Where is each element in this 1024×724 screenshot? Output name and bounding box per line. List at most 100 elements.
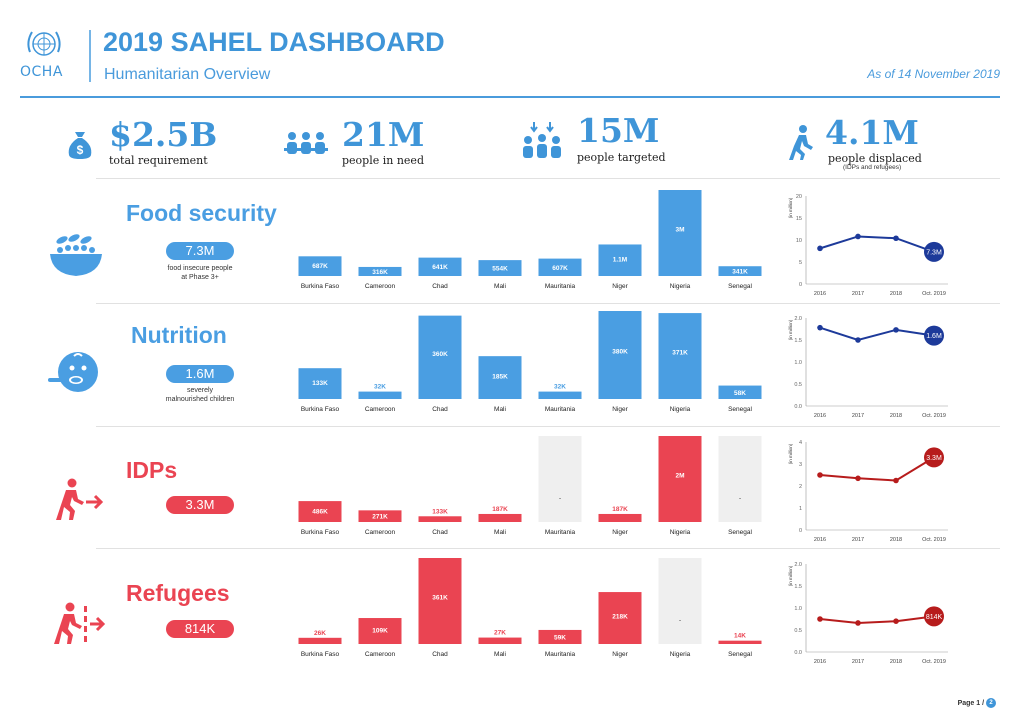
bar-burkina-faso — [298, 637, 342, 644]
displaced-person-icon — [789, 125, 813, 160]
category-label: Senegal — [728, 529, 752, 536]
nutrition-desc-line2: malnourished children — [165, 395, 235, 403]
x-tick-label: 2018 — [890, 659, 902, 665]
bar-niger — [598, 311, 642, 399]
bar-value-label: 59K — [554, 634, 566, 641]
kpi-people-displaced-sublabel: (IDPs and refugees) — [843, 164, 902, 171]
bar-value-label: 361K — [432, 595, 448, 602]
nutrition-description: severely malnourished children — [140, 387, 260, 404]
category-label: Senegal — [728, 651, 752, 658]
bar-senegal — [718, 385, 762, 399]
nutrition-trend-chart: 0.0 0.5 1.0 1.5 2.0(in million) 2016 2017 2018 O… — [788, 316, 948, 419]
category-label: Cameroon — [365, 651, 396, 658]
bar-niger — [598, 513, 642, 522]
kpi-people-targeted-value: 15M — [577, 111, 660, 150]
bar-value-label: 133K — [312, 380, 328, 387]
bar-value-label: 133K — [432, 508, 448, 515]
food-security-total-badge: 7.3M — [166, 242, 234, 260]
x-tick-label: 2017 — [852, 413, 864, 419]
child-spoon-icon — [48, 352, 98, 392]
section-divider — [96, 178, 1000, 179]
y-tick-label: 0 — [799, 528, 802, 534]
page-label: Page 1 / — [957, 699, 985, 707]
section-title-refugees: Refugees — [126, 580, 230, 606]
y-tick-label: 1.0 — [794, 360, 802, 366]
refugees-bar-chart: 26K Burkina Faso 109K Cameroon 361K Chad 27K Ma… — [298, 558, 762, 658]
series-line — [819, 235, 935, 253]
kpi-people-displaced-value: 4.1M — [825, 113, 919, 152]
section-divider — [96, 303, 1000, 304]
y-tick-label: 15 — [796, 216, 802, 222]
category-label: Niger — [612, 406, 628, 413]
bar-value-label: - — [739, 496, 742, 503]
bar-value-label: 316K — [372, 269, 388, 276]
bar-value-label: 271K — [372, 514, 388, 521]
data-point — [855, 620, 861, 626]
bar-niger — [598, 592, 642, 644]
bar-value-label: 486K — [312, 509, 328, 516]
idps-trend-chart: 0 1 2 3 4 (in million) 2016 2017 2018 Oct. 2019 3.… — [788, 440, 948, 543]
category-label: Burkina Faso — [301, 406, 340, 413]
data-point-latest — [924, 606, 944, 627]
header-divider — [89, 30, 91, 82]
bar-mali — [478, 260, 522, 276]
category-label: Chad — [432, 529, 448, 536]
bar-mali — [478, 356, 522, 399]
refugee-border-icon — [54, 602, 106, 644]
x-tick-label: 2016 — [814, 659, 826, 665]
as-of-date: As of 14 November 2019 — [867, 67, 1000, 81]
bar-value-label: 109K — [372, 628, 388, 635]
food-security-bar-chart: 687K Burkina Faso 316K Cameroon 641K Chad 554K… — [298, 190, 762, 290]
x-tick-label: 2016 — [814, 537, 826, 543]
page-indicator[interactable]: Page 1 / 2 — [958, 698, 996, 708]
y-tick-label: 1.0 — [794, 606, 802, 612]
kpi-total-requirement-label: total requirement — [109, 154, 208, 167]
bar-mauritania — [538, 629, 582, 644]
category-label: Niger — [612, 529, 628, 536]
kpi-people-in-need-value: 21M — [342, 115, 425, 154]
bar-chad — [418, 315, 462, 399]
category-label: Mauritania — [545, 283, 576, 290]
bar-value-label: 341K — [732, 269, 748, 276]
category-label: Cameroon — [365, 529, 396, 536]
y-tick-label: 10 — [796, 238, 802, 244]
page-subtitle: Humanitarian Overview — [104, 66, 271, 83]
idps-total-badge: 3.3M — [166, 496, 234, 514]
category-label: Mauritania — [545, 651, 576, 658]
bar-mali — [478, 513, 522, 522]
category-label: Senegal — [728, 406, 752, 413]
category-label: Burkina Faso — [301, 283, 340, 290]
food-security-description: food insecure people at Phase 3+ — [140, 265, 260, 282]
data-point-latest — [924, 241, 944, 262]
category-label: Mauritania — [545, 406, 576, 413]
bar-nigeria — [658, 313, 702, 399]
x-tick-label: Oct. 2019 — [922, 413, 946, 419]
bar-value-label: 185K — [492, 373, 508, 380]
header-rule — [20, 96, 1000, 98]
category-label: Burkina Faso — [301, 651, 340, 658]
y-tick-label: 2.0 — [794, 562, 802, 568]
bar-value-label: 3M — [675, 227, 684, 234]
bar-mali — [478, 637, 522, 644]
y-tick-label: 2.0 — [794, 316, 802, 322]
category-label: Nigeria — [670, 651, 691, 658]
y-tick-label: 0.5 — [794, 628, 802, 634]
bar-value-label: 2M — [675, 473, 684, 480]
bar-chad — [418, 516, 462, 522]
idp-running-icon — [56, 478, 104, 520]
data-point — [855, 475, 861, 482]
bar-cameroon — [358, 266, 402, 276]
category-label: Mali — [494, 406, 506, 413]
category-label: Nigeria — [670, 283, 691, 290]
y-tick-label: 0.0 — [794, 650, 802, 656]
bar-value-label: 641K — [432, 264, 448, 271]
ocha-logo-text: OCHA — [20, 64, 63, 80]
money-bag-icon: $ — [68, 132, 92, 159]
data-point — [855, 337, 861, 343]
y-axis-label: (in million) — [788, 565, 793, 586]
bar-value-label: - — [559, 496, 562, 503]
bar-nigeria — [658, 436, 702, 522]
y-tick-label: 3 — [799, 462, 802, 468]
food-security-desc-line2: at Phase 3+ — [181, 273, 219, 281]
x-tick-label: 2016 — [814, 291, 826, 297]
